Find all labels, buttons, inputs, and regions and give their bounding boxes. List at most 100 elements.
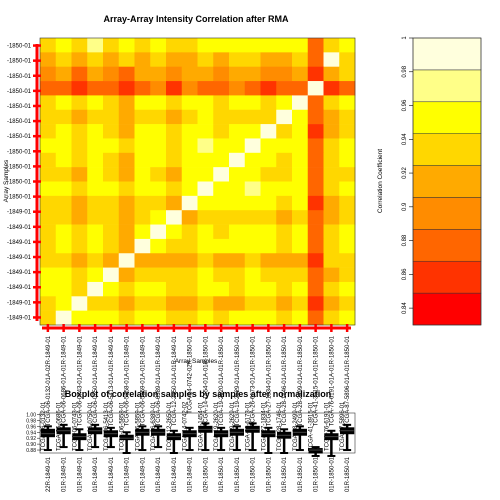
heatmap-cell [166, 52, 183, 67]
heatmap-cell [181, 152, 198, 168]
heatmap-cell [244, 38, 261, 53]
heatmap-cell [229, 224, 246, 240]
color-key-label: Correlation Coefficient [377, 149, 384, 213]
color-key-band [412, 101, 482, 134]
heatmap-cell [71, 238, 88, 254]
heatmap-cell [339, 267, 356, 283]
heatmap-cell [40, 267, 57, 283]
heatmap-y-tick-label: -1849-01 [7, 270, 32, 276]
heatmap-cell [292, 167, 309, 182]
heatmap-cell [150, 81, 167, 96]
heatmap-cell [55, 167, 72, 182]
heatmap-x-tick-label: TCGA-28-2499-01A-01R-1850-01 [298, 335, 304, 426]
heatmap-cell [307, 95, 324, 111]
heatmap-cell [103, 195, 120, 211]
heatmap-cell [71, 310, 88, 326]
heatmap-cell [118, 38, 135, 53]
heatmap-cell [134, 253, 151, 268]
boxplot-iqr-box [308, 448, 323, 454]
heatmap-y-tick-label: -1850-01 [7, 89, 32, 95]
heatmap-cell [134, 181, 151, 197]
heatmap-cell [229, 181, 246, 197]
heatmap-cell [181, 95, 198, 111]
heatmap-cell [87, 138, 104, 154]
heatmap-cell [118, 281, 135, 297]
heatmap-cell [213, 296, 230, 311]
heatmap-cell [118, 66, 135, 82]
heatmap-x-tick-label: TCGA-06-6389-01A-01R-1849-01 [156, 335, 162, 426]
heatmap-cell [103, 38, 120, 53]
heatmap-cell [229, 310, 246, 326]
heatmap-cell [87, 181, 104, 197]
heatmap-cell [55, 195, 72, 211]
boxplot-x-tick-label: 01R-1849-01 [188, 456, 194, 492]
heatmap-cell [71, 138, 88, 154]
heatmap-cell [71, 95, 88, 111]
heatmap-cell [213, 281, 230, 297]
heatmap-cell [181, 195, 198, 211]
heatmap-y-tick-label: -1850-01 [7, 180, 32, 186]
heatmap-cell [71, 66, 88, 82]
heatmap-cell [244, 310, 261, 326]
heatmap-x-tick-label: TCGA-06-0743-01A-01R-1849-01 [77, 335, 83, 426]
heatmap-cell [181, 167, 198, 182]
heatmap-cell [55, 38, 72, 53]
heatmap-cell [307, 38, 324, 53]
heatmap-cell [71, 124, 88, 139]
heatmap-cell [307, 210, 324, 225]
heatmap-cell [103, 167, 120, 182]
boxplot-box [292, 425, 307, 452]
heatmap-cell [244, 152, 261, 168]
boxplot-x-tick-label: 01R-1850-01 [266, 456, 272, 492]
color-key-ticks: 0.84 0.86 0.88 0.9 0.92 0.94 0.96 0.98 1 [402, 36, 413, 314]
heatmap-cell [55, 66, 72, 82]
heatmap-cell [103, 210, 120, 225]
heatmap-cell [213, 310, 230, 326]
boxplot-inner-label: TCGA-27-1834-01 [261, 401, 267, 451]
heatmap-cell [150, 224, 167, 240]
heatmap-cell [229, 238, 246, 254]
boxplot-x-tick-label: 01R-1850-01 [345, 456, 351, 492]
heatmap-cell [166, 224, 183, 240]
heatmap-cell [213, 138, 230, 154]
heatmap-cell [244, 52, 261, 67]
heatmap-cell [323, 310, 340, 326]
heatmap-cell [323, 152, 340, 168]
heatmap-cell [276, 81, 293, 96]
heatmap-cell [103, 224, 120, 240]
color-key-tick-label: 0.98 [402, 65, 408, 77]
boxplot-x-tick-label: 01R-1849-01 [125, 456, 131, 492]
heatmap-cell [55, 181, 72, 197]
color-key-tick-label: 0.86 [402, 268, 408, 280]
boxplot-x-tick-label: 02R-1850-01 [203, 456, 209, 492]
heatmap-cell [55, 138, 72, 154]
heatmap-cell [276, 124, 293, 139]
heatmap-cell [276, 238, 293, 254]
heatmap-cell [276, 38, 293, 53]
heatmap-x-tick-label: TCGA-19-2629-01A-01R-1850-01 [235, 335, 241, 426]
color-key-band [412, 69, 482, 103]
heatmap-cell [339, 281, 356, 297]
heatmap-cell [134, 267, 151, 283]
heatmap-cell [40, 310, 57, 326]
color-key-band [412, 292, 482, 326]
heatmap-cell [150, 210, 167, 225]
heatmap-cell [150, 253, 167, 268]
heatmap-cell [71, 281, 88, 297]
heatmap-cell [134, 152, 151, 168]
heatmap-cell [307, 310, 324, 326]
heatmap-cell [166, 267, 183, 283]
heatmap-cell [323, 66, 340, 82]
heatmap-cell [150, 109, 167, 125]
heatmap-cell [103, 310, 120, 326]
heatmap-cell [339, 210, 356, 225]
color-key-band [412, 229, 482, 262]
heatmap-cell [87, 238, 104, 254]
color-key-band [412, 260, 482, 294]
heatmap-cell [71, 52, 88, 67]
heatmap-cell [118, 224, 135, 240]
heatmap-cell [118, 124, 135, 139]
heatmap-cell [244, 296, 261, 311]
heatmap-cell [307, 281, 324, 297]
